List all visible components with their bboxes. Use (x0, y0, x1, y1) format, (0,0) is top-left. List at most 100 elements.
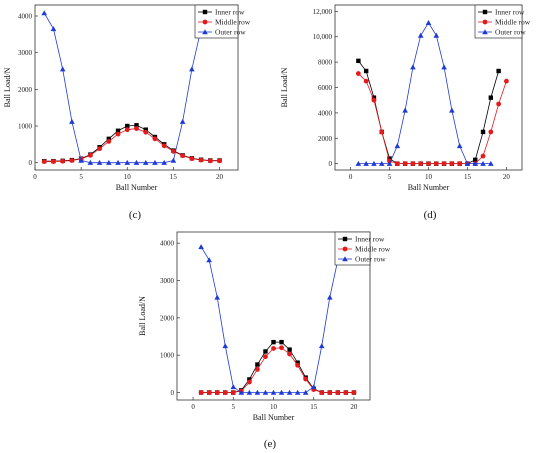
data-point (378, 160, 385, 166)
y-tick-label: 2000 (18, 86, 33, 94)
y-tick-label: 0 (29, 159, 33, 167)
x-axis-title: Ball Number (408, 183, 450, 192)
y-tick-label: 8000 (318, 59, 333, 67)
data-point (206, 257, 212, 263)
data-point (410, 161, 416, 167)
data-point (295, 360, 300, 365)
series-middle-row (41, 126, 222, 164)
data-point (222, 343, 229, 349)
data-point (263, 354, 268, 360)
data-point (488, 160, 494, 166)
legend-marker (482, 29, 488, 35)
series-outer-row (355, 19, 494, 166)
data-point (356, 58, 361, 64)
data-point (152, 159, 158, 165)
series-middle-row (198, 345, 357, 395)
y-tick-label: 4000 (318, 109, 333, 117)
data-point (41, 10, 48, 16)
legend-marker (202, 9, 208, 15)
x-axis-title: Ball Number (116, 183, 158, 192)
data-point (303, 376, 309, 382)
data-point (198, 390, 204, 395)
y-axis-title: Ball Load/N (138, 296, 147, 336)
data-point (96, 159, 103, 165)
data-point (472, 160, 479, 166)
data-point (143, 127, 148, 132)
series-line (200, 246, 339, 393)
y-tick-label: 2000 (160, 314, 175, 322)
data-point (379, 129, 385, 135)
data-point (238, 389, 245, 395)
data-point (271, 346, 276, 351)
data-point (230, 390, 236, 395)
y-axis-title: Ball Load/N (280, 67, 289, 107)
data-point (246, 389, 253, 395)
data-point (152, 136, 158, 142)
data-point (326, 294, 333, 300)
legend-entry: Outer row (215, 28, 246, 37)
legend-marker (482, 19, 488, 25)
legend-marker (342, 246, 348, 252)
data-point (371, 160, 377, 166)
chart-panel-e: 0 5 10 15 20 0 1000 2000 3000 4000 Ball Number Ball… (138, 231, 391, 450)
legend-entry: Middle row (355, 245, 391, 254)
data-point (351, 390, 357, 395)
data-point (255, 366, 260, 372)
data-point (488, 95, 494, 100)
y-tick-label: 10,000 (313, 33, 333, 41)
data-point (124, 159, 131, 165)
data-point (69, 118, 75, 124)
plot-frame (34, 4, 239, 171)
series-line (43, 12, 202, 164)
data-point (189, 66, 195, 72)
data-point (78, 157, 84, 163)
data-point (206, 390, 212, 395)
data-point (456, 143, 463, 149)
data-point (170, 157, 177, 163)
data-point (327, 390, 333, 395)
data-point (41, 159, 47, 164)
legend-marker (202, 19, 208, 25)
y-tick-label: 2000 (318, 135, 333, 143)
y-tick-label: 6000 (318, 84, 333, 92)
data-point (279, 345, 284, 351)
y-tick-label: 0 (329, 160, 333, 168)
data-point (410, 64, 416, 70)
data-point (214, 390, 220, 395)
data-point (371, 95, 377, 100)
legend-entry: Inner row (215, 8, 245, 17)
data-point (263, 349, 268, 354)
data-point (271, 339, 276, 345)
data-point (87, 152, 93, 158)
data-point (363, 160, 369, 166)
panel-label: (d) (424, 209, 437, 221)
chart-panel-d: 0 5 10 15 20 0 2000 4000 6000 8000 10,000 12,000 Bal… (280, 4, 531, 221)
data-point (50, 26, 57, 32)
y-tick-label: 4000 (160, 240, 175, 248)
data-point (125, 123, 130, 129)
data-point (488, 129, 494, 135)
data-point (143, 129, 149, 135)
data-point (441, 64, 447, 70)
data-point (179, 118, 186, 124)
data-point (255, 362, 260, 367)
data-point (371, 97, 377, 103)
data-point (124, 127, 130, 133)
panel-label: (c) (129, 209, 142, 221)
series-line (44, 124, 220, 162)
data-point (310, 384, 317, 390)
data-point (97, 146, 102, 152)
series-middle-row (355, 71, 509, 167)
data-point (222, 390, 228, 395)
x-tick-label: 10 (124, 173, 132, 181)
data-point (318, 343, 325, 349)
data-point (69, 158, 75, 163)
series-line (201, 341, 354, 393)
series-line (358, 73, 507, 165)
data-point (115, 159, 121, 165)
legend-entry: Outer row (355, 255, 386, 264)
data-point (302, 389, 309, 395)
series-line (201, 347, 354, 393)
data-point (198, 157, 204, 163)
